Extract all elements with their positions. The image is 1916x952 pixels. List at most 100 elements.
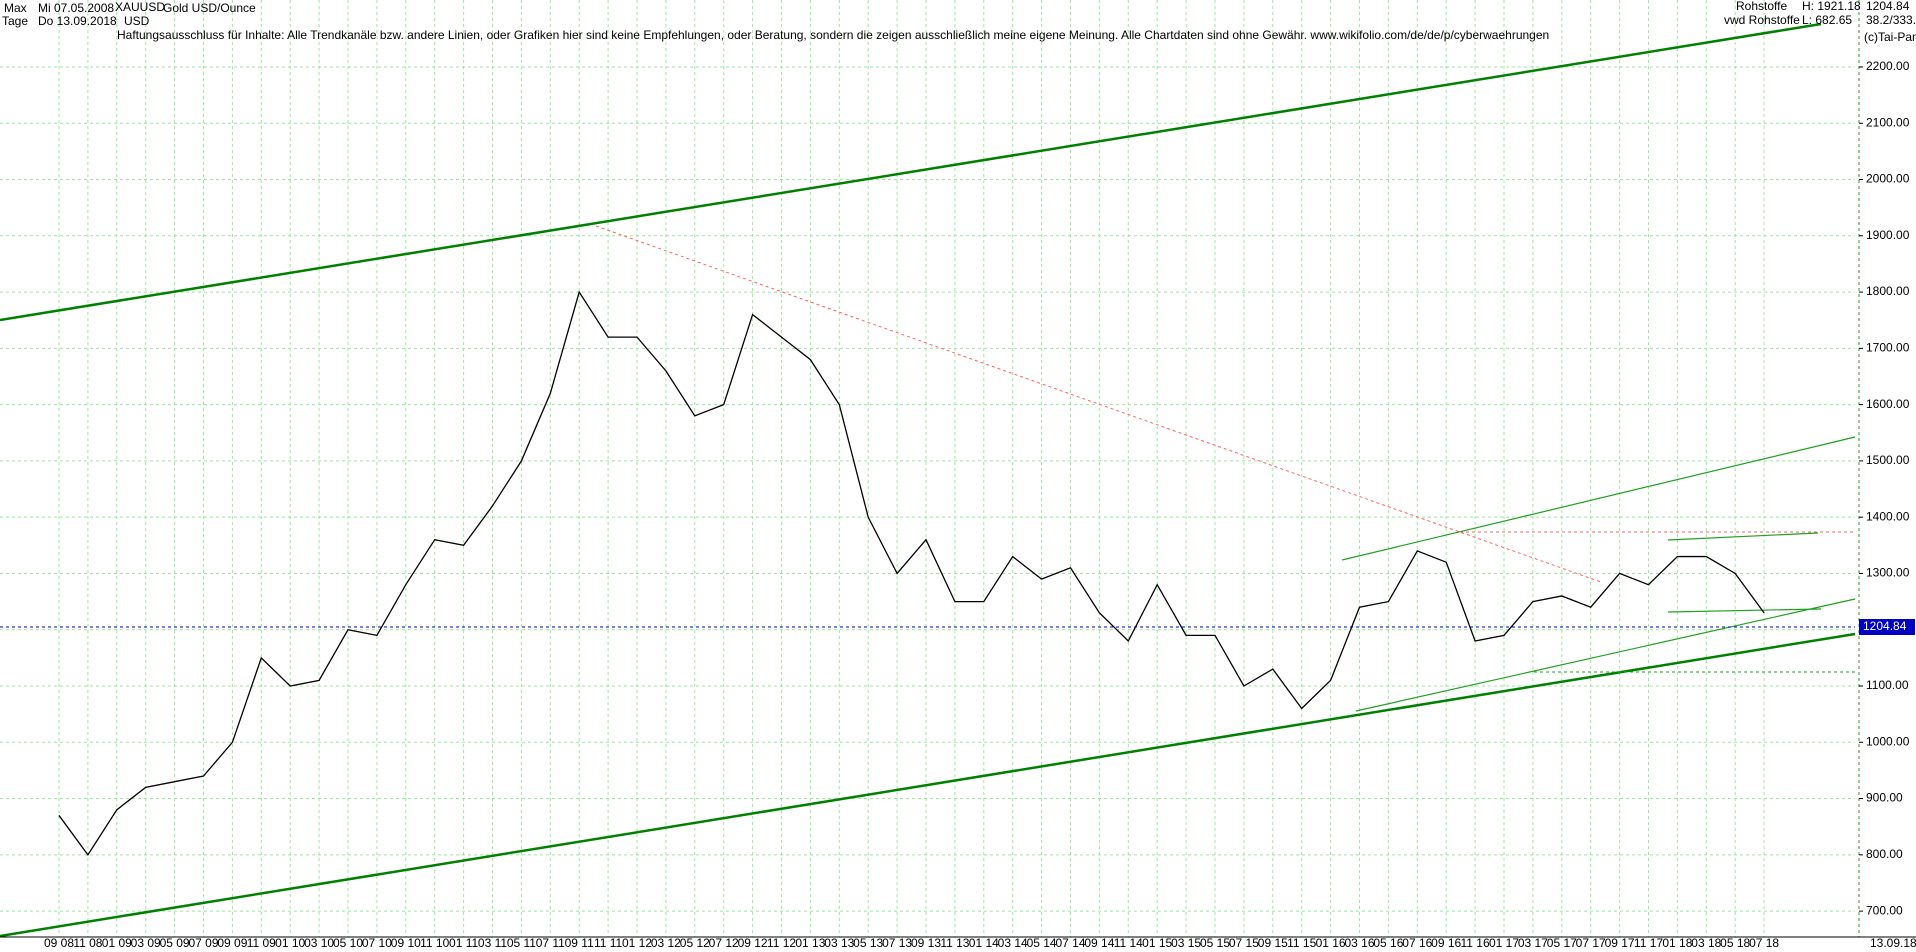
y-tick-label: 1000.00 <box>1866 734 1910 748</box>
trend-lines <box>0 0 1860 938</box>
trend-channel-lower <box>0 632 1856 938</box>
x-tick-label: 03 09 <box>131 936 161 950</box>
y-tick-label: 1800.00 <box>1866 284 1910 298</box>
y-tick-label: 800.00 <box>1866 847 1903 861</box>
x-tick-label: 09 09 <box>217 936 247 950</box>
x-tick-label: 03 17 <box>1518 936 1548 950</box>
x-tick-label: 05 11 <box>507 936 536 950</box>
x-tick-label: 07 14 <box>1055 936 1085 950</box>
x-tick-label: 05 10 <box>333 936 363 950</box>
x-tick-label: 01 18 <box>1662 936 1692 950</box>
resistance-line <box>595 225 1602 583</box>
trend-line <box>1667 608 1822 613</box>
x-tick-label: 01 10 <box>275 936 305 950</box>
last-price-box <box>1859 619 1915 636</box>
x-tick-label: 01 15 <box>1142 936 1172 950</box>
x-tick-label: 05 14 <box>1027 936 1057 950</box>
x-tick-label: 05 18 <box>1720 936 1750 950</box>
x-tick-label: 07 10 <box>362 936 392 950</box>
last-price-label: 1204.84 <box>1863 619 1907 633</box>
disclaimer: Haftungsausschluss für Inhalte: Alle Tre… <box>117 28 1549 42</box>
x-tick-label: 09 13 <box>911 936 941 950</box>
x-tick-label: 09 15 <box>1258 936 1288 950</box>
x-tick-label: 05 16 <box>1373 936 1403 950</box>
x-tick-label: 07 12 <box>709 936 739 950</box>
y-tick-label: 2100.00 <box>1866 115 1910 129</box>
to-date: Do 13.09.2018 <box>38 14 117 28</box>
currency: USD <box>124 14 150 28</box>
x-tick-label: 01 12 <box>622 936 652 950</box>
from-date: Mi 07.05.2008 <box>38 1 114 15</box>
x-tick-label: 07 11 <box>536 936 565 950</box>
x-tick-label: 07 13 <box>882 936 912 950</box>
x-tick-label: 11 11 <box>594 936 623 950</box>
y-tick-label: 900.00 <box>1866 791 1903 805</box>
y-tick-label: 1300.00 <box>1866 566 1910 580</box>
source: vwd Rohstoffe <box>1724 13 1800 27</box>
symbol: XAUUSD <box>115 0 165 14</box>
instrument-name: Gold USD/Ounce <box>163 1 256 15</box>
y-tick-label: 2200.00 <box>1866 59 1910 73</box>
x-tick-label: 03 12 <box>651 936 681 950</box>
x-tick-label: 07 18 <box>1749 936 1779 950</box>
x-end-label: 13.09.18 <box>1870 936 1916 950</box>
x-tick-label: 11 13 <box>940 936 969 950</box>
y-tick-label: 1400.00 <box>1866 509 1910 523</box>
x-tick-label: 05 12 <box>680 936 710 950</box>
x-tick-label: 07 16 <box>1402 936 1432 950</box>
trend-line <box>1355 598 1856 712</box>
x-tick-label: 11 09 <box>247 936 276 950</box>
x-tick-label: 05 13 <box>853 936 883 950</box>
trend-line <box>1341 436 1856 561</box>
x-tick-label: 11 08 <box>73 936 102 950</box>
copyright: (c)Tai-Pan <box>1864 30 1916 44</box>
y-tick-label: 2000.00 <box>1866 172 1910 186</box>
x-tick-label: 11 15 <box>1287 936 1316 950</box>
x-tick-label: 07 17 <box>1576 936 1606 950</box>
price-line <box>58 290 1765 856</box>
y-tick-label: 700.00 <box>1866 903 1903 917</box>
x-tick-label: 03 18 <box>1691 936 1721 950</box>
x-tick-label: 01 17 <box>1489 936 1519 950</box>
x-tick-label: 03 15 <box>1171 936 1201 950</box>
x-tick-label: 11 14 <box>1114 936 1143 950</box>
x-tick-label: 09 08 <box>44 936 74 950</box>
x-tick-label: 03 14 <box>998 936 1028 950</box>
period: Tage <box>2 14 28 28</box>
x-tick-label: 09 11 <box>565 936 594 950</box>
x-tick-label: 05 15 <box>1200 936 1230 950</box>
x-tick-label: 09 16 <box>1431 936 1461 950</box>
market: Rohstoffe <box>1736 0 1787 13</box>
x-tick-label: 07 15 <box>1229 936 1259 950</box>
x-tick-label: 03 13 <box>824 936 854 950</box>
y-tick-label: 1500.00 <box>1866 453 1910 467</box>
x-tick-label: 01 09 <box>102 936 132 950</box>
x-tick-label: 01 11 <box>449 936 478 950</box>
y-tick-label: 1600.00 <box>1866 397 1910 411</box>
y-tick-label: 1900.00 <box>1866 228 1910 242</box>
x-tick-label: 03 11 <box>478 936 507 950</box>
x-tick-label: 11 12 <box>767 936 796 950</box>
trend-channel-upper <box>0 22 1822 322</box>
x-tick-label: 01 14 <box>969 936 999 950</box>
last-price: 1204.84 <box>1866 0 1910 13</box>
x-tick-label: 01 16 <box>1316 936 1346 950</box>
y-tick-label: 1100.00 <box>1866 678 1909 692</box>
x-tick-label: 09 14 <box>1084 936 1114 950</box>
x-tick-label: 05 17 <box>1547 936 1577 950</box>
x-tick-label: 11 16 <box>1461 936 1490 950</box>
x-tick-label: 09 10 <box>391 936 421 950</box>
high: H: 1921.18 <box>1802 0 1861 13</box>
low: L: 682.65 <box>1802 13 1852 27</box>
x-tick-label: 07 09 <box>188 936 218 950</box>
x-tick-label: 03 10 <box>304 936 334 950</box>
x-tick-label: 11 10 <box>420 936 449 950</box>
x-tick-label: 11 17 <box>1634 936 1663 950</box>
x-tick-label: 09 17 <box>1605 936 1635 950</box>
range: Max <box>4 1 27 15</box>
ratio: 38.2/333.2 <box>1866 13 1916 27</box>
y-tick-label: 1700.00 <box>1866 341 1910 355</box>
x-tick-label: 05 09 <box>160 936 190 950</box>
